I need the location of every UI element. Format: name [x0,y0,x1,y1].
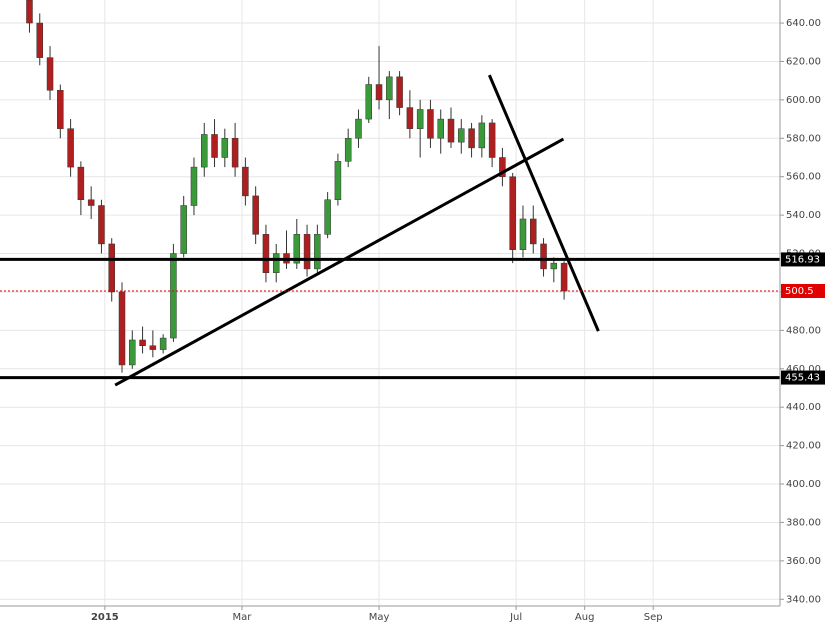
trendline [488,74,600,332]
candle-body [406,107,414,129]
x-tick-label: Sep [644,612,663,623]
candle-body [272,253,280,273]
candle-body [26,0,33,24]
y-tick-label: 440.00 [786,402,821,413]
y-tick-label: 580.00 [786,133,821,144]
y-tick-label: 360.00 [786,556,821,567]
candle-body [509,176,516,250]
candle-body [190,166,198,206]
candle-body [550,262,558,270]
candle-body [488,122,496,158]
candle-body [499,157,506,177]
candle-body [36,22,44,58]
y-tick-label: 380.00 [786,517,821,528]
candle-body [355,118,362,139]
x-tick-label: May [369,612,390,623]
candle-body [447,118,455,143]
y-tick-label: 640.00 [786,18,821,29]
candle-body [231,138,239,168]
level-label-box [781,283,825,298]
level-label: 500.5 [785,286,814,297]
y-tick-label: 540.00 [786,210,821,221]
candle-body [262,234,270,273]
trendline [114,137,565,387]
x-tick-label: Jul [509,612,522,623]
candle-body [386,76,393,101]
candle-body [560,262,568,292]
x-tick-label: 2015 [91,612,119,623]
candle-body [293,234,301,264]
level-label-box [781,252,825,267]
candle-body [519,218,527,250]
candle-body [437,118,444,139]
candle-body [540,243,547,270]
candle-body [242,166,249,197]
candle-body [252,195,259,235]
candle-body [180,205,187,254]
y-tick-label: 620.00 [786,56,821,67]
candle-body [139,339,146,346]
level-label: 516.93 [785,254,820,265]
candle-body [468,128,475,149]
candle-body [57,90,64,129]
y-tick-label: 480.00 [786,325,821,336]
level-label-box [781,370,825,385]
y-tick-label: 460.00 [786,364,821,375]
candle-body [530,218,537,245]
candle-body [211,134,218,158]
candle-body [77,166,85,201]
candle-body [108,243,115,293]
candle-body [478,122,486,149]
axis-labels: 340.00 360.00 380.00 400.00 420.00 440.00 460.… [91,18,825,623]
candle-body [427,109,434,139]
candle-body [334,161,342,201]
candle-body [159,337,167,350]
x-tick-label: Aug [575,612,595,623]
candle-body [67,128,74,168]
y-tick-label: 340.00 [786,594,821,605]
candle-body [396,76,403,108]
plot-area [0,0,780,387]
candle-body [324,199,331,235]
y-tick-label: 420.00 [786,441,821,452]
candle-body [221,138,229,158]
candle-body [46,57,54,91]
candle-body [344,138,352,162]
candle-body [87,199,95,206]
candle-body [458,128,465,143]
y-tick-label: 560.00 [786,172,821,183]
y-tick-label: 400.00 [786,479,821,490]
candle-body [170,253,177,339]
level-label: 455.43 [785,373,820,384]
candle-body [201,134,208,168]
candle-body [375,84,383,101]
y-tick-label: 600.00 [786,95,821,106]
candle-body [314,234,321,270]
x-tick-label: Mar [233,612,253,623]
candle-body [365,84,373,120]
candle-body [98,205,105,245]
candle-body [118,291,126,366]
candle-body [149,345,157,350]
candle-body [129,339,136,366]
candle-body [416,109,424,129]
candle-body [303,234,311,270]
